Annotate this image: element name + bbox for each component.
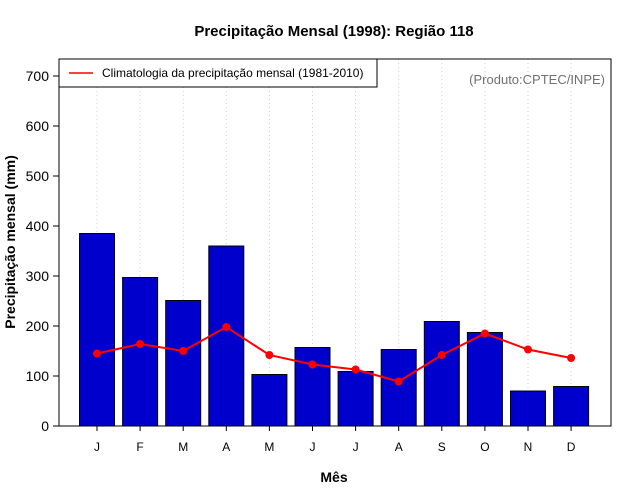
bar [294,347,331,427]
bar [380,349,417,427]
y-tick-label: 500 [26,168,50,184]
climatology-point [524,345,532,354]
climatology-point [265,351,274,359]
x-tick-label: F [136,440,143,454]
bar [466,332,503,427]
x-tick-label: S [438,440,446,454]
y-tick-label: 400 [26,218,50,234]
x-tick-label: M [264,440,274,454]
legend-box [58,58,378,88]
bar [423,321,460,427]
bar [553,386,590,427]
bar [79,233,115,427]
bars-group [79,233,590,427]
chart-title: Precipitação Mensal (1998): Região 118 [194,23,473,40]
climatology-point [308,360,317,369]
x-tick-label: O [480,440,489,454]
climatology-point [351,365,360,374]
y-axis: 0 100 200 300 400 500 600 700 [26,68,59,434]
climatology-line [96,325,572,383]
y-axis-label: Precipitação mensal (mm) [2,155,18,329]
y-tick-label: 600 [26,118,50,134]
y-tick-label: 100 [26,368,50,384]
x-tick-label: J [94,440,100,454]
x-tick-label: J [310,440,316,454]
climatology-point [480,329,489,338]
climatology-point [437,351,446,359]
y-tick-label: 300 [26,268,50,284]
bar [251,374,288,427]
bar [337,371,374,427]
y-tick-label: 700 [26,68,50,84]
climatology-point [179,347,188,355]
climatology-point [93,349,101,358]
climatology-point [222,323,231,331]
x-axis-label: Mês [320,469,347,485]
y-tick-label: 200 [26,318,50,334]
legend: Climatologia da precipitação mensal (198… [58,58,378,88]
x-tick-label: A [395,440,403,454]
climatology-point [567,354,576,362]
climatology-point [394,377,403,386]
bar [208,245,245,427]
x-tick-label: J [353,440,359,454]
x-tick-label: D [567,440,576,454]
y-tick-label: 0 [41,418,49,434]
climatology-line-group [93,323,576,386]
legend-entry-climatology: Climatologia da precipitação mensal (198… [102,66,363,80]
source-annotation: (Produto:CPTEC/INPE) [469,72,605,87]
x-tick-label: M [178,440,188,454]
x-tick-label: N [524,440,533,454]
bar [510,390,546,427]
x-tick-label: A [222,440,230,454]
climatology-point [136,340,145,348]
bar [122,277,159,427]
bar [165,300,202,427]
